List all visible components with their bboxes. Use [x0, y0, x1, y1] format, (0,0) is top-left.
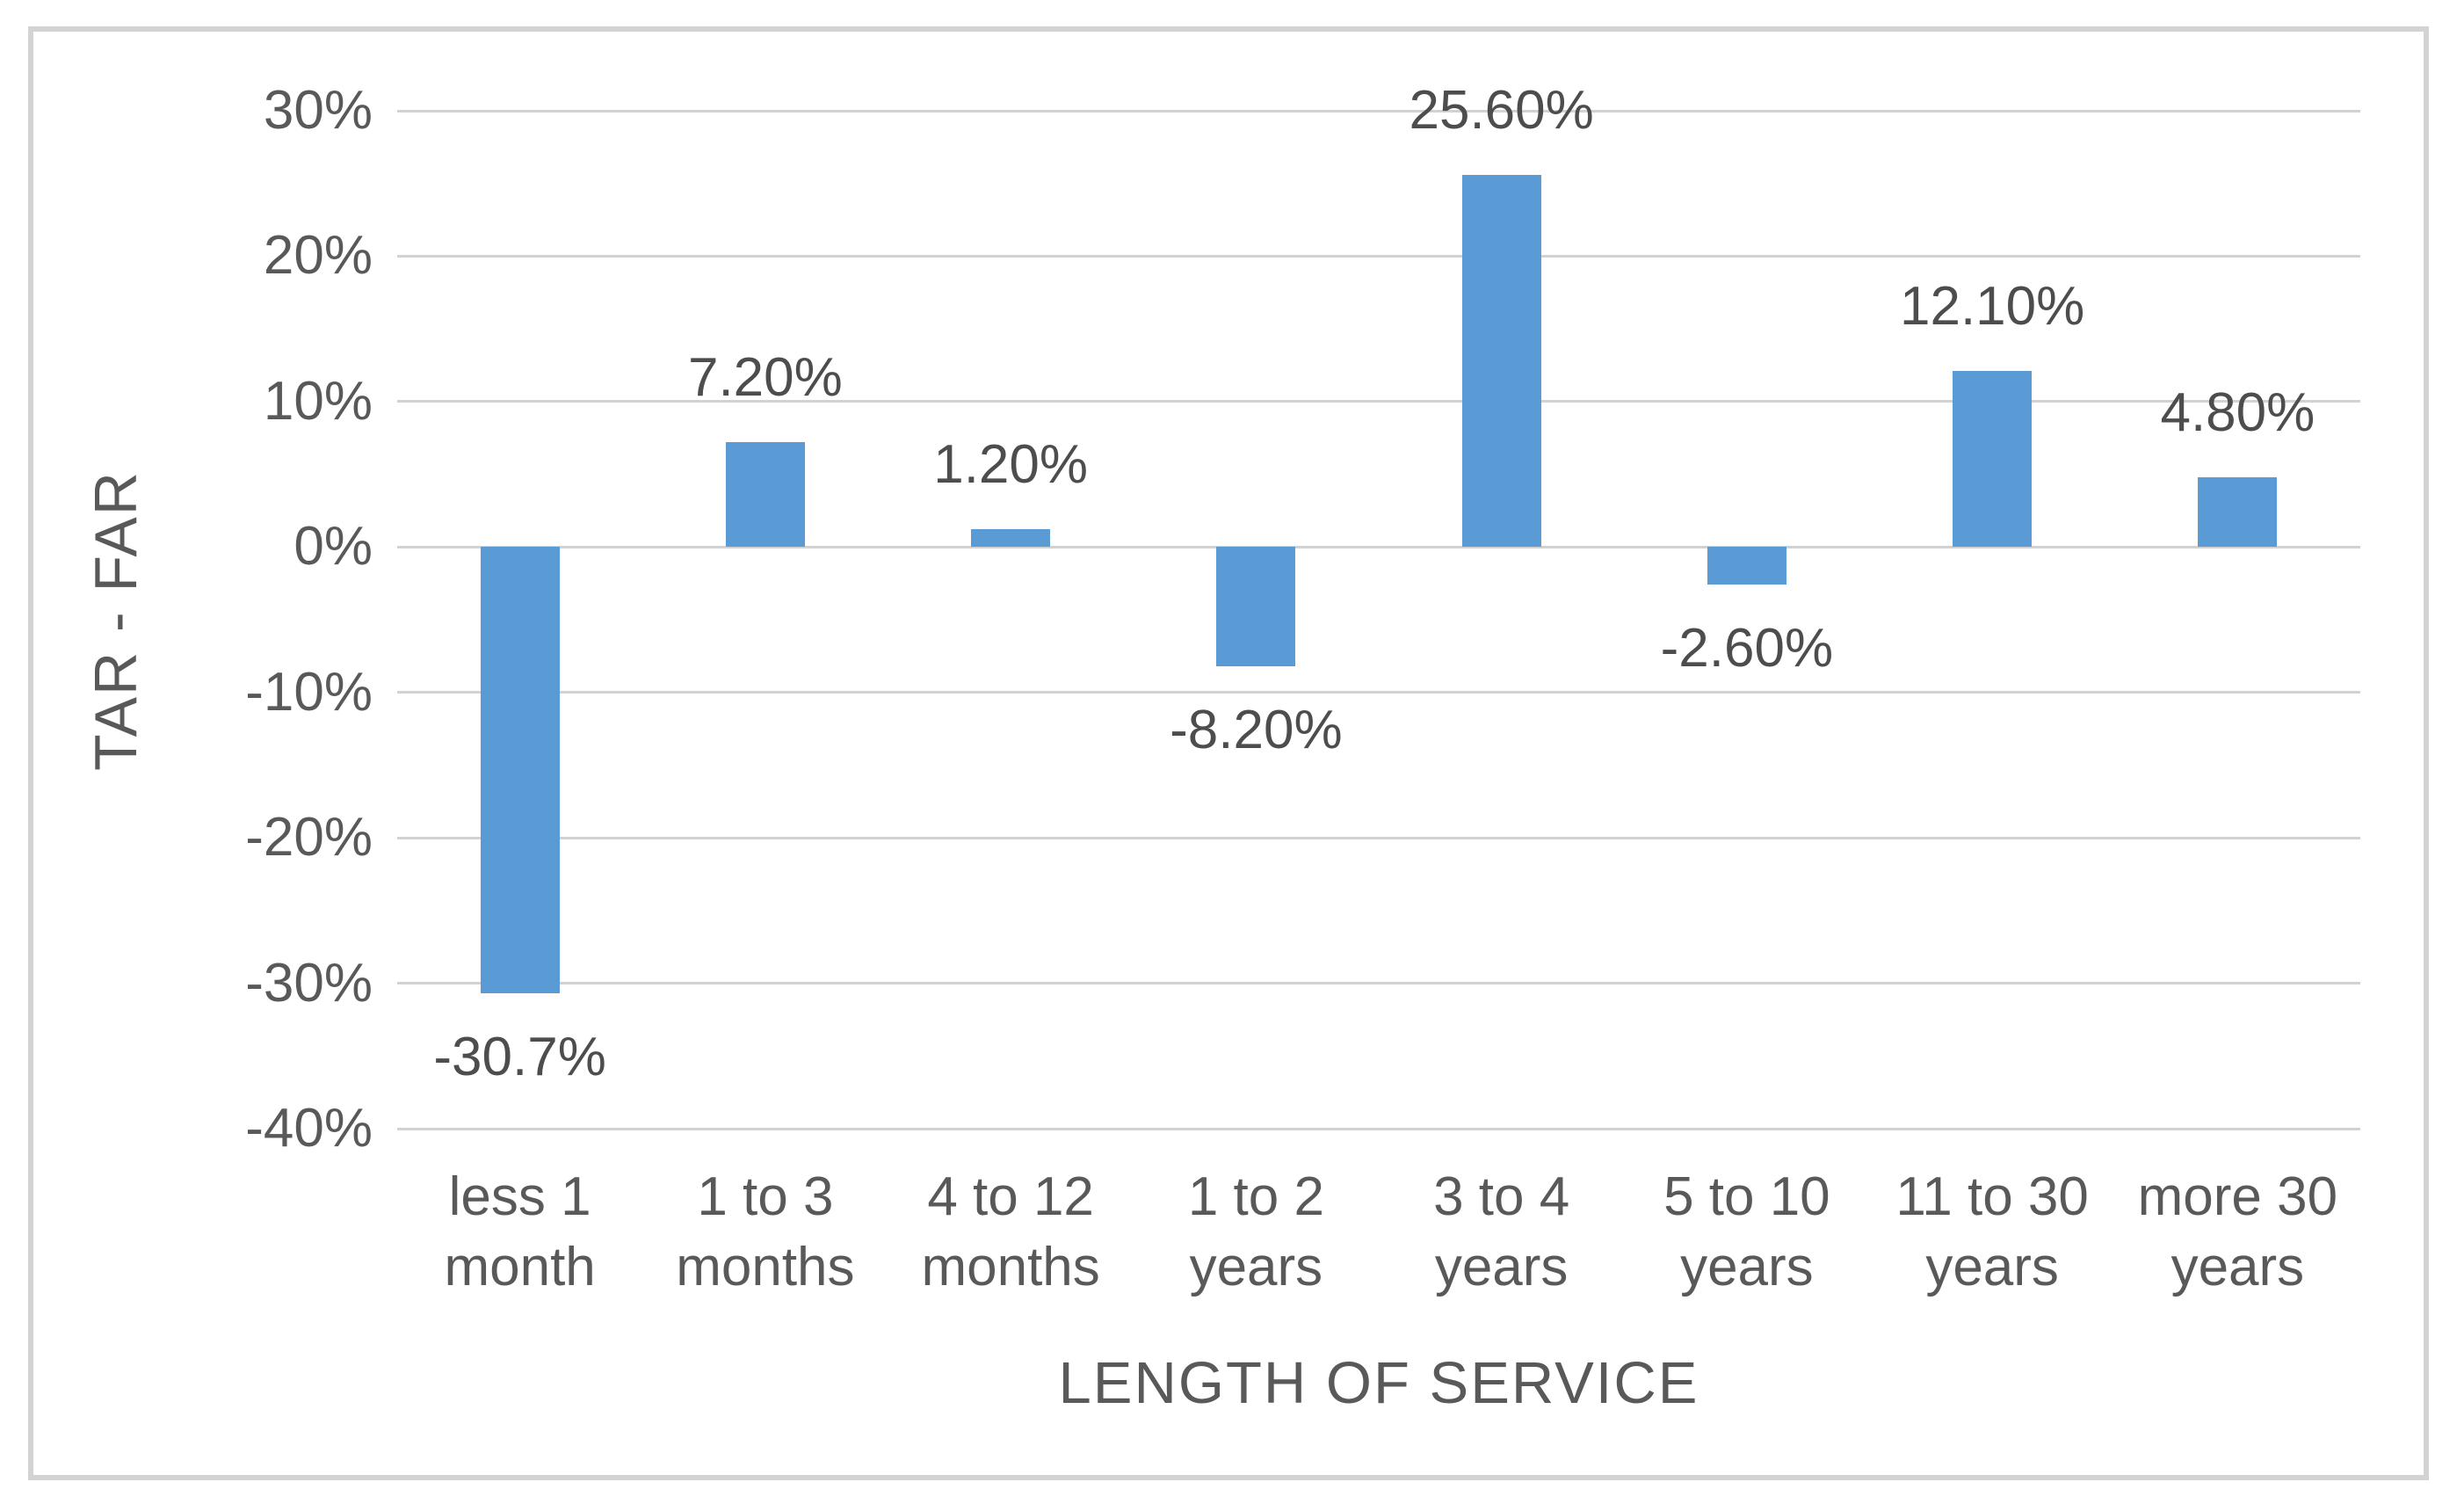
bar-data-label: -30.7%	[433, 1027, 606, 1088]
bar	[1216, 547, 1296, 666]
bar	[1707, 547, 1786, 585]
y-tick-label: -10%	[245, 661, 373, 723]
x-category-label: less 1 month	[444, 1166, 596, 1297]
bar	[1953, 371, 2033, 548]
y-tick-label: -30%	[245, 952, 373, 1013]
bar-data-label: 12.10%	[1899, 276, 2085, 338]
chart-frame	[28, 26, 2429, 1480]
bar	[2198, 476, 2278, 548]
bar-data-label: 25.60%	[1409, 79, 1594, 141]
bar-data-label: 1.20%	[933, 434, 1089, 496]
bar	[725, 442, 805, 548]
y-tick-label: -20%	[245, 807, 373, 868]
bar-data-label: 7.20%	[687, 347, 843, 409]
y-tick-label: 10%	[263, 370, 373, 432]
x-category-label: 3 to 4 years	[1433, 1166, 1570, 1297]
bar-data-label: -8.20%	[1170, 699, 1343, 760]
x-category-label: 4 to 12 months	[921, 1166, 1100, 1297]
gridline--10%	[397, 691, 2360, 694]
bar	[971, 529, 1051, 548]
gridline--20%	[397, 836, 2360, 839]
y-tick-label: 0%	[294, 516, 373, 578]
y-tick-label: 30%	[263, 80, 373, 141]
x-category-label: 11 to 30 years	[1895, 1166, 2089, 1297]
bar	[480, 547, 560, 994]
bar-data-label: 4.80%	[2160, 381, 2315, 443]
gridline-10%	[397, 400, 2360, 403]
x-category-label: 5 to 10 years	[1663, 1166, 1830, 1297]
x-category-label: 1 to 2 years	[1187, 1166, 1324, 1297]
gridline--40%	[397, 1127, 2360, 1130]
x-category-label: 1 to 3 months	[676, 1166, 855, 1297]
y-tick-label: -40%	[245, 1098, 373, 1159]
plot-area	[397, 109, 2360, 1130]
gridline--30%	[397, 982, 2360, 985]
y-tick-label: 20%	[263, 225, 373, 287]
gridline-0%	[397, 545, 2360, 548]
gridline-20%	[397, 254, 2360, 258]
x-axis-title: LENGTH OF SERVICE	[1058, 1350, 1699, 1416]
bar	[1461, 174, 1541, 548]
x-category-label: more 30 years	[2137, 1166, 2338, 1297]
bar-data-label: -2.60%	[1660, 618, 1834, 679]
gridline-30%	[397, 109, 2360, 113]
